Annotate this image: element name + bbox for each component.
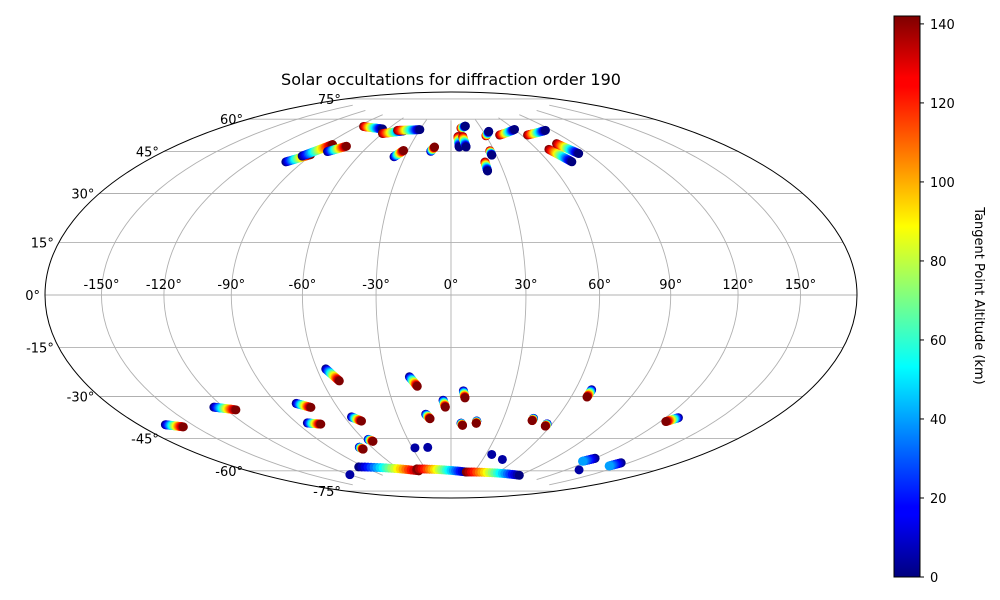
occultation-point bbox=[487, 449, 497, 459]
map-boundary bbox=[44, 91, 858, 499]
occultation-point bbox=[460, 121, 470, 131]
longitude-tick-labels: -150° -120° -90° -60° -30° 0° 30° 60° 90° 120° 150… bbox=[83, 278, 816, 293]
colorbar-label: Tangent Point Altitude (km) bbox=[971, 206, 986, 384]
occultation-point bbox=[458, 420, 468, 430]
occultation-point bbox=[574, 465, 584, 475]
meridian-line bbox=[519, 114, 672, 476]
occultation-point bbox=[425, 414, 435, 424]
latitude-tick-label: 75° bbox=[318, 93, 341, 108]
meridian-line bbox=[163, 110, 366, 480]
data-points bbox=[160, 121, 683, 480]
latitude-tick-label: -15° bbox=[26, 342, 54, 357]
longitude-tick-label: 30° bbox=[514, 278, 537, 293]
colorbar-tick-label: 40 bbox=[930, 413, 947, 428]
colorbar-tick-label: 20 bbox=[930, 492, 947, 507]
latitude-tick-label: 30° bbox=[71, 188, 94, 203]
occultation-point bbox=[460, 393, 470, 403]
colorbar-tick-label: 100 bbox=[930, 176, 955, 191]
occultation-point bbox=[341, 141, 351, 151]
longitude-tick-label: -60° bbox=[289, 278, 317, 293]
meridian-line bbox=[549, 104, 801, 486]
latitude-tick-label: -45° bbox=[131, 433, 159, 448]
meridian-line bbox=[301, 117, 404, 473]
latitude-tick-label: 60° bbox=[220, 113, 243, 128]
occultation-point bbox=[178, 422, 188, 432]
occultation-point bbox=[461, 142, 471, 152]
longitude-tick-label: 150° bbox=[785, 278, 816, 293]
occultation-point bbox=[412, 381, 422, 391]
occultation-point bbox=[356, 416, 366, 426]
longitude-tick-label: -90° bbox=[217, 278, 245, 293]
occultation-point bbox=[567, 157, 577, 167]
occultation-point bbox=[316, 419, 326, 429]
occultation-point bbox=[497, 454, 507, 464]
occultation-point bbox=[399, 145, 409, 155]
occultation-point bbox=[540, 421, 550, 431]
occultation-point bbox=[514, 470, 524, 480]
occultation-point bbox=[487, 150, 497, 160]
occultation-point bbox=[334, 376, 344, 386]
occultation-point bbox=[430, 142, 440, 152]
longitude-tick-label: 120° bbox=[722, 278, 753, 293]
colorbar-tick-label: 120 bbox=[930, 97, 955, 112]
latitude-tick-label: 45° bbox=[136, 145, 159, 160]
latitude-tick-label: 0° bbox=[25, 289, 40, 304]
longitude-tick-label: -30° bbox=[362, 278, 390, 293]
longitude-tick-label: 90° bbox=[659, 278, 682, 293]
occultation-point bbox=[483, 166, 493, 176]
latitude-tick-label: -60° bbox=[215, 465, 243, 480]
longitude-tick-label: 0° bbox=[444, 278, 459, 293]
meridian-line bbox=[498, 117, 601, 473]
occultation-point bbox=[471, 418, 481, 428]
occultation-point bbox=[527, 416, 537, 426]
latitude-tick-label: 15° bbox=[31, 236, 54, 251]
occultation-point bbox=[440, 402, 450, 412]
latitude-tick-label: -75° bbox=[313, 485, 341, 500]
occultation-point bbox=[231, 405, 241, 415]
occultation-point bbox=[510, 124, 520, 134]
occultation-point bbox=[358, 444, 368, 454]
latitude-tick-labels: 75° 60° 45° 30° 15° 0° -15° -30° -45° -60° -75° bbox=[25, 93, 341, 500]
colorbar-tick-label: 60 bbox=[930, 334, 947, 349]
occultation-point bbox=[415, 125, 425, 135]
latitude-tick-label: -30° bbox=[67, 391, 95, 406]
occultation-point bbox=[604, 461, 614, 471]
meridian-line bbox=[536, 110, 739, 480]
occultation-point bbox=[345, 470, 355, 480]
longitude-tick-label: -150° bbox=[83, 278, 119, 293]
occultation-point bbox=[484, 126, 494, 136]
occultation-point bbox=[661, 417, 671, 427]
colorbar-ticks: 0 20 40 60 80 100 120 140 bbox=[920, 18, 955, 586]
occultation-point bbox=[540, 125, 550, 135]
occultation-point bbox=[423, 442, 433, 452]
chart-title: Solar occultations for diffraction order… bbox=[281, 70, 621, 89]
occultation-point bbox=[574, 149, 584, 159]
longitude-tick-label: 60° bbox=[588, 278, 611, 293]
occultation-point bbox=[368, 436, 378, 446]
meridian-line bbox=[101, 104, 353, 486]
colorbar bbox=[893, 15, 921, 578]
occultation-point bbox=[582, 392, 592, 402]
meridian-line bbox=[230, 114, 383, 476]
colorbar-tick-label: 140 bbox=[930, 18, 955, 33]
meridian-line bbox=[375, 119, 428, 471]
meridian-line bbox=[474, 119, 527, 471]
colorbar-tick-label: 0 bbox=[930, 571, 938, 586]
occultation-point bbox=[578, 456, 588, 466]
occultation-point bbox=[410, 443, 420, 453]
colorbar-tick-label: 80 bbox=[930, 255, 947, 270]
map-gridlines bbox=[45, 98, 857, 492]
occultation-point bbox=[306, 402, 316, 412]
longitude-tick-label: -120° bbox=[146, 278, 182, 293]
